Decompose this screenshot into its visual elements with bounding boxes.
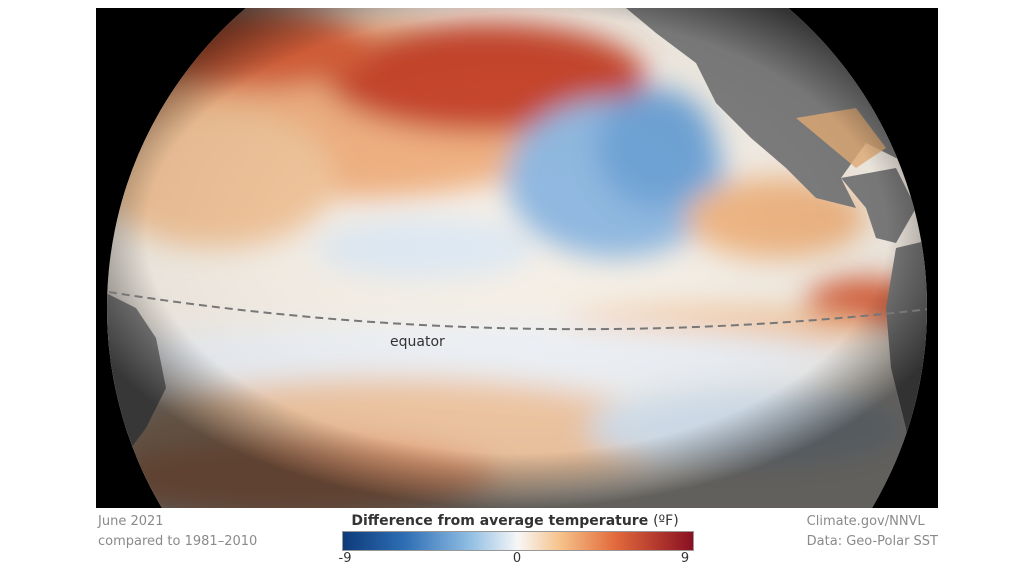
colorbar <box>342 531 694 551</box>
legend-title: Difference from average temperature (ºF) <box>330 511 700 531</box>
equator-label: equator <box>390 334 445 350</box>
legend-tick-max: 9 <box>680 551 690 566</box>
equator-line <box>107 289 927 331</box>
map-date: June 2021 <box>98 514 164 529</box>
legend-title-text: Difference from average temperature <box>351 513 649 529</box>
sst-anomaly-map <box>96 8 938 508</box>
legend-unit: (ºF) <box>653 513 679 529</box>
credits: Climate.gov/NNVL Data: Geo-Polar SST <box>807 512 938 552</box>
legend-tick-min: -9 <box>338 551 352 566</box>
date-info: June 2021 compared to 1981–2010 <box>98 512 257 552</box>
globe-image <box>107 8 927 508</box>
legend-tick-zero: 0 <box>512 551 522 566</box>
color-legend: Difference from average temperature (ºF)… <box>330 511 700 566</box>
credit-line: Climate.gov/NNVL <box>806 514 925 529</box>
baseline-period: compared to 1981–2010 <box>98 534 258 549</box>
data-source: Data: Geo-Polar SST <box>806 534 938 549</box>
